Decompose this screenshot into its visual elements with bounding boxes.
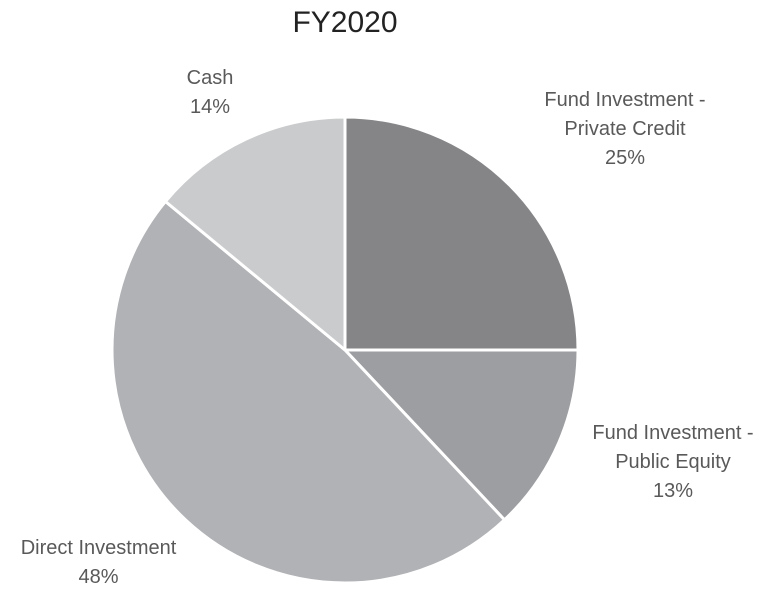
pie-slice <box>110 199 506 585</box>
value-label: 48% <box>78 566 119 588</box>
pie-slice <box>343 115 580 352</box>
value-label: 13% <box>652 480 694 502</box>
chart-title: FY2020 <box>292 6 397 39</box>
category-label: Cash <box>186 67 234 89</box>
category-label: Direct Investment <box>20 537 177 559</box>
pie-slice <box>343 348 580 522</box>
value-label: 14% <box>189 96 231 118</box>
value-label: 25% <box>604 147 646 169</box>
slice-label: Fund Investment - Public Equity 13% <box>573 419 765 506</box>
category-label: Fund Investment - Private Credit <box>544 89 706 140</box>
slice-label: Fund Investment - Private Credit 25% <box>525 86 725 173</box>
category-label: Fund Investment - Public Equity <box>592 422 754 473</box>
slice-label: Cash 14% <box>160 64 260 122</box>
slice-label: Direct Investment 48% <box>0 534 197 592</box>
pie-slice <box>163 115 347 352</box>
